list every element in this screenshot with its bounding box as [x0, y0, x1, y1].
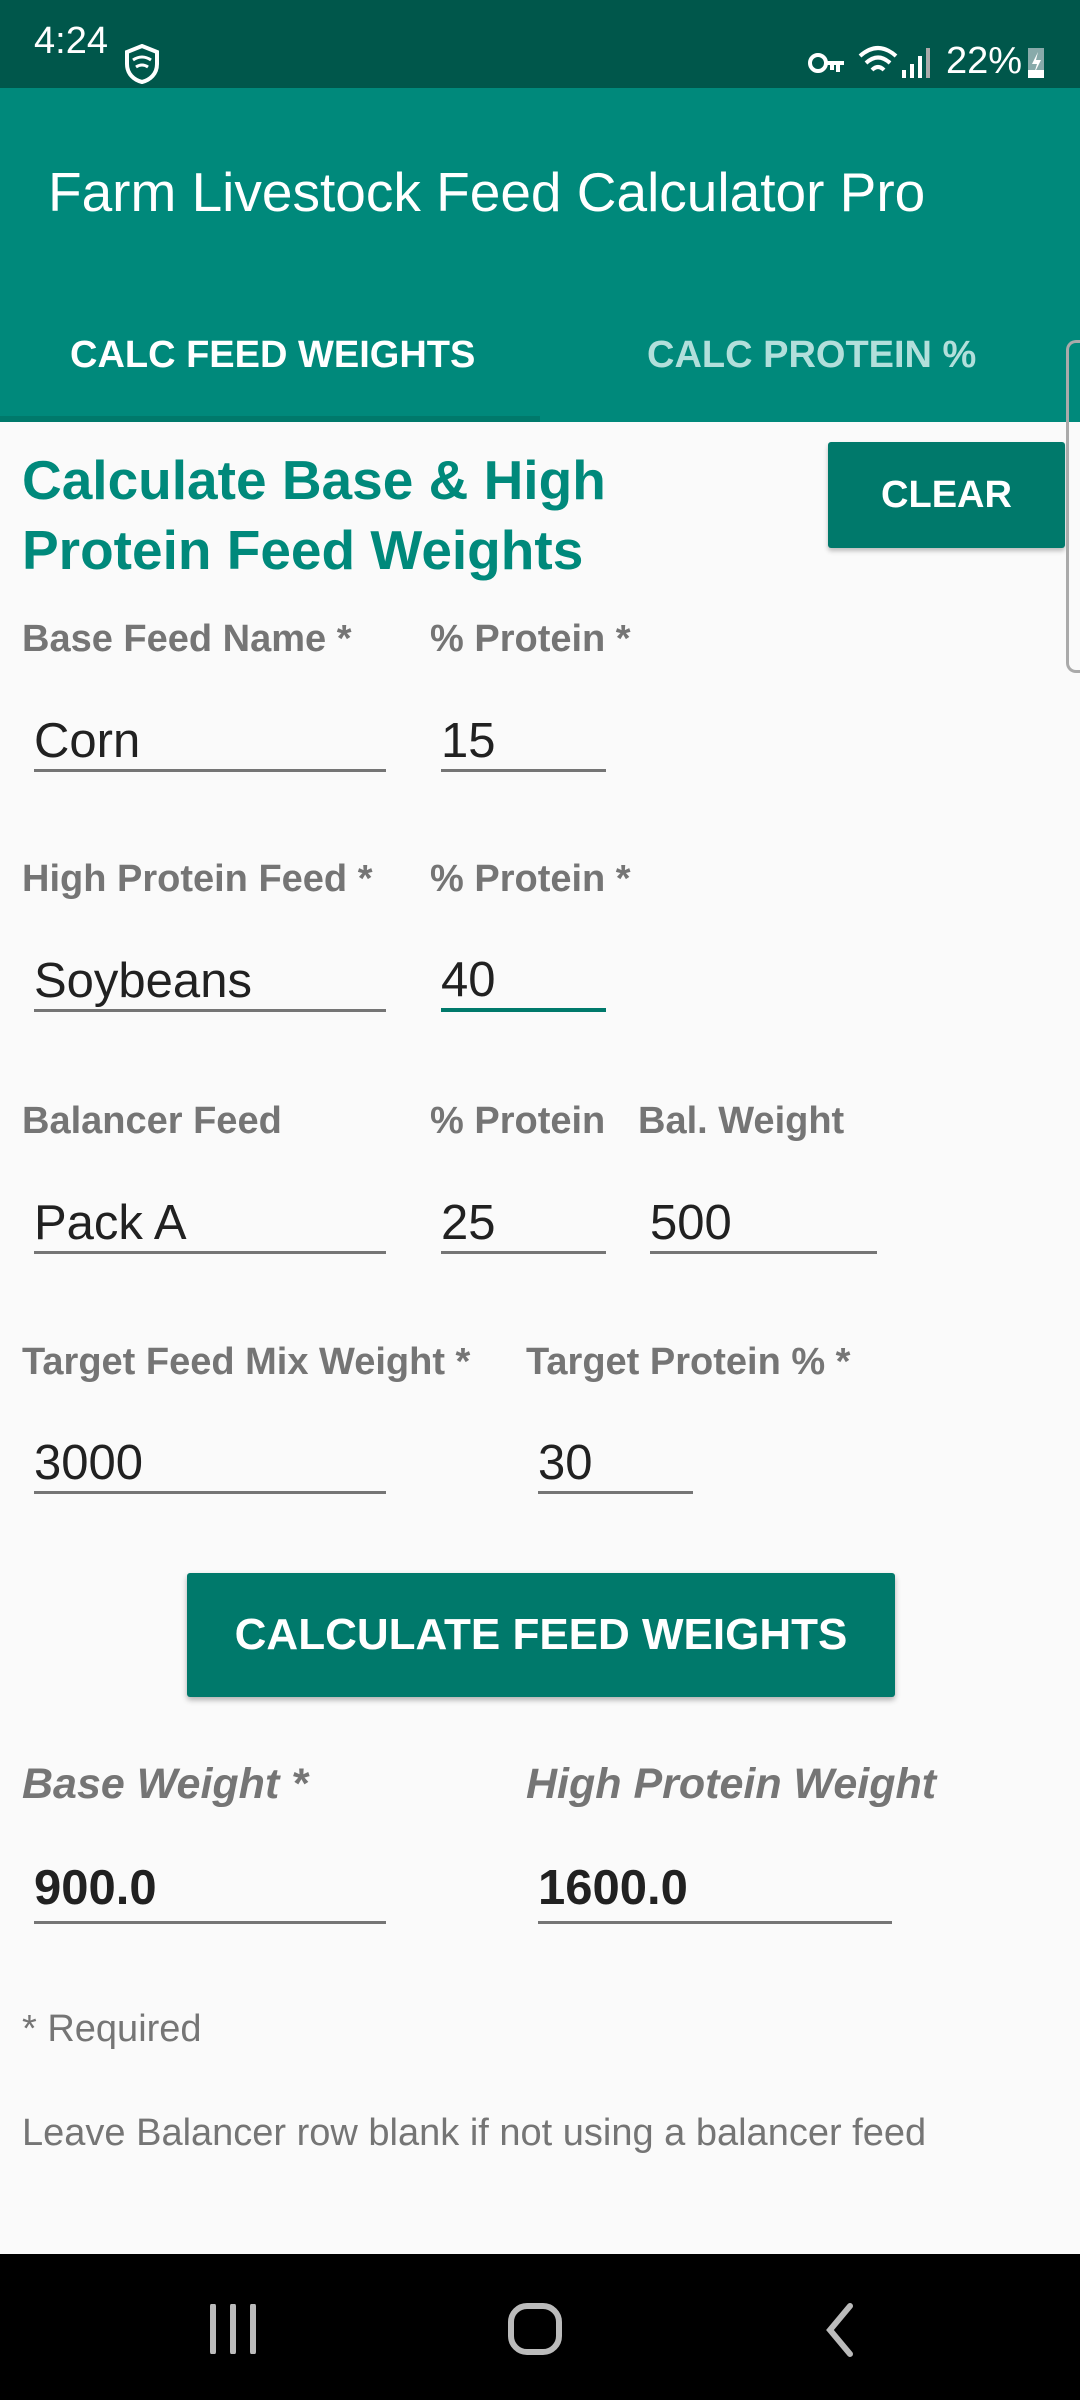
- recent-apps-icon[interactable]: [205, 2304, 261, 2354]
- base-feed-name-input[interactable]: [34, 712, 386, 772]
- target-mix-weight-input[interactable]: [34, 1434, 386, 1494]
- clock: 4:24: [34, 20, 108, 62]
- page-title: Calculate Base & High Protein Feed Weigh…: [22, 449, 606, 581]
- balancer-protein-label: % Protein: [430, 1100, 606, 1142]
- high-protein-weight-value: 1600.0: [538, 1860, 892, 1924]
- balancer-weight-input[interactable]: [650, 1194, 877, 1254]
- scrollbar[interactable]: [1066, 340, 1080, 673]
- target-protein-label: Target Protein % *: [526, 1341, 851, 1383]
- balancer-feed-label: Balancer Feed: [22, 1100, 282, 1142]
- base-protein-label: % Protein *: [430, 618, 631, 660]
- base-feed-name-label: Base Feed Name *: [22, 618, 352, 660]
- calculate-feed-weights-button[interactable]: CALCULATE FEED WEIGHTS: [187, 1573, 895, 1697]
- high-protein-percent-label: % Protein *: [430, 858, 631, 900]
- wifi-icon: [858, 46, 898, 72]
- back-icon[interactable]: [820, 2302, 860, 2358]
- battery-percent: 22%: [946, 40, 1023, 82]
- high-protein-percent-input[interactable]: [441, 952, 606, 1012]
- vpn-shield-icon: [125, 44, 159, 84]
- tab-calc-feed-weights[interactable]: CALC FEED WEIGHTS: [70, 334, 476, 376]
- balancer-note: Leave Balancer row blank if not using a …: [22, 2112, 927, 2154]
- balancer-weight-label: Bal. Weight: [638, 1100, 845, 1142]
- high-protein-feed-input[interactable]: [34, 952, 386, 1012]
- app-bar: [0, 88, 1080, 422]
- high-protein-feed-label: High Protein Feed *: [22, 858, 373, 900]
- battery-charging-icon: [1028, 48, 1044, 78]
- target-protein-input[interactable]: [538, 1434, 693, 1494]
- status-bar: 4:24 22%: [0, 0, 1080, 88]
- base-weight-label: Base Weight *: [22, 1760, 308, 1808]
- target-mix-weight-label: Target Feed Mix Weight *: [22, 1341, 471, 1383]
- balancer-protein-input[interactable]: [441, 1194, 606, 1254]
- navigation-bar: [0, 2254, 1080, 2400]
- home-icon[interactable]: [506, 2302, 566, 2356]
- base-weight-value: 900.0: [34, 1860, 386, 1924]
- balancer-feed-input[interactable]: [34, 1194, 386, 1254]
- tab-indicator: [0, 416, 540, 422]
- required-note: * Required: [22, 2008, 202, 2050]
- tab-calc-protein[interactable]: CALC PROTEIN %: [647, 334, 977, 376]
- high-protein-weight-label: High Protein Weight: [526, 1760, 937, 1808]
- base-protein-input[interactable]: [441, 712, 606, 772]
- key-icon: [808, 53, 844, 73]
- clear-button[interactable]: CLEAR: [828, 442, 1065, 548]
- app-title: Farm Livestock Feed Calculator Pro: [48, 161, 926, 223]
- signal-icon: [902, 48, 930, 78]
